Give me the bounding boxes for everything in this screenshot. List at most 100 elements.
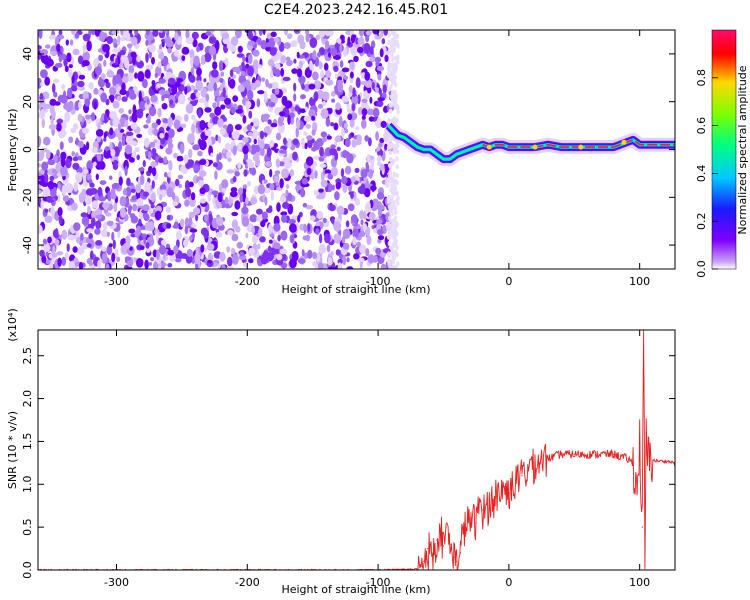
- noise-speckle: [283, 137, 287, 146]
- noise-speckle: [369, 46, 374, 56]
- noise-speckle: [386, 145, 390, 151]
- noise-speckle: [242, 115, 247, 124]
- noise-speckle: [135, 258, 144, 268]
- noise-speckle: [203, 214, 210, 223]
- snr-point: [479, 500, 481, 502]
- figure-title: C2E4.2023.242.16.45.R01: [264, 2, 448, 18]
- noise-speckle: [364, 135, 370, 142]
- noise-speckle: [229, 69, 234, 78]
- noise-speckle: [200, 227, 208, 236]
- noise-speckle: [237, 143, 243, 151]
- noise-speckle: [303, 83, 311, 92]
- noise-speckle: [138, 167, 145, 172]
- noise-speckle: [321, 91, 330, 101]
- noise-speckle: [367, 86, 372, 94]
- noise-speckle: [266, 251, 274, 262]
- noise-speckle: [306, 167, 312, 176]
- noise-speckle: [109, 141, 113, 152]
- noise-speckle: [384, 54, 389, 63]
- noise-speckle: [80, 232, 84, 241]
- noise-speckle: [70, 85, 78, 92]
- noise-speckle: [318, 61, 323, 70]
- noise-speckle: [85, 114, 91, 120]
- noise-speckle: [145, 52, 149, 63]
- noise-speckle: [109, 86, 117, 97]
- noise-speckle: [213, 81, 217, 92]
- noise-speckle: [57, 207, 63, 217]
- noise-speckle: [120, 36, 127, 42]
- snr-point: [626, 458, 628, 460]
- noise-speckle: [195, 214, 199, 222]
- noise-speckle: [303, 131, 308, 136]
- noise-speckle: [224, 196, 229, 206]
- noise-speckle: [224, 57, 229, 66]
- noise-speckle: [148, 106, 157, 117]
- noise-speckle: [156, 83, 161, 89]
- noise-speckle: [330, 251, 334, 256]
- noise-speckle: [205, 31, 212, 36]
- noise-speckle: [378, 208, 382, 218]
- noise-speckle: [154, 72, 158, 78]
- colorbar-gradient: [711, 29, 737, 270]
- noise-speckle: [273, 55, 278, 61]
- noise-speckle: [371, 81, 376, 90]
- snr-point: [427, 548, 429, 550]
- noise-speckle: [387, 32, 391, 38]
- noise-speckle: [47, 236, 52, 244]
- noise-speckle: [156, 118, 161, 126]
- noise-speckle: [352, 141, 356, 147]
- noise-speckle: [268, 205, 273, 213]
- noise-speckle: [41, 118, 45, 129]
- noise-speckle: [334, 135, 342, 143]
- noise-speckle: [65, 39, 69, 46]
- noise-speckle: [253, 185, 259, 195]
- noise-speckle: [309, 60, 313, 71]
- noise-speckle: [207, 137, 212, 148]
- noise-speckle: [347, 203, 355, 212]
- noise-speckle: [171, 56, 178, 62]
- y-tick-label: -40: [21, 236, 34, 254]
- noise-speckle: [168, 128, 175, 139]
- noise-speckle: [390, 195, 394, 201]
- noise-speckle: [369, 57, 375, 62]
- noise-speckle: [292, 138, 299, 146]
- noise-speckle: [213, 162, 218, 168]
- noise-speckle: [134, 72, 138, 79]
- noise-speckle: [396, 143, 400, 149]
- noise-speckle: [105, 98, 110, 106]
- noise-speckle: [136, 60, 145, 69]
- noise-speckle: [253, 59, 259, 70]
- noise-speckle: [242, 184, 248, 189]
- noise-speckle: [107, 190, 112, 202]
- colorbar-tick-label: 0.6: [695, 117, 708, 135]
- noise-speckle: [100, 229, 108, 238]
- noise-speckle: [328, 204, 336, 212]
- noise-speckle: [167, 142, 174, 149]
- noise-speckle: [174, 81, 181, 88]
- noise-speckle: [364, 78, 373, 88]
- noise-speckle: [295, 127, 299, 138]
- noise-speckle: [387, 241, 391, 246]
- noise-speckle: [313, 80, 322, 90]
- noise-speckle: [57, 182, 61, 190]
- noise-speckle: [260, 147, 265, 157]
- noise-speckle: [207, 259, 212, 264]
- snr-content: [38, 330, 675, 570]
- noise-speckle: [375, 131, 379, 141]
- noise-speckle: [243, 202, 247, 213]
- noise-speckle: [312, 71, 319, 81]
- noise-speckle: [229, 190, 238, 198]
- noise-speckle: [114, 73, 122, 84]
- noise-speckle: [392, 39, 396, 45]
- noise-speckle: [129, 93, 137, 100]
- noise-speckle: [289, 234, 295, 244]
- noise-speckle: [159, 184, 167, 191]
- noise-speckle: [322, 217, 327, 224]
- snr-x-ticks: -300 -200 -100 0 100: [104, 330, 650, 589]
- noise-speckle: [124, 165, 128, 176]
- noise-speckle: [86, 237, 90, 244]
- snr-point: [449, 543, 451, 545]
- noise-speckle: [215, 199, 219, 205]
- noise-speckle: [343, 47, 348, 57]
- noise-speckle: [363, 42, 371, 54]
